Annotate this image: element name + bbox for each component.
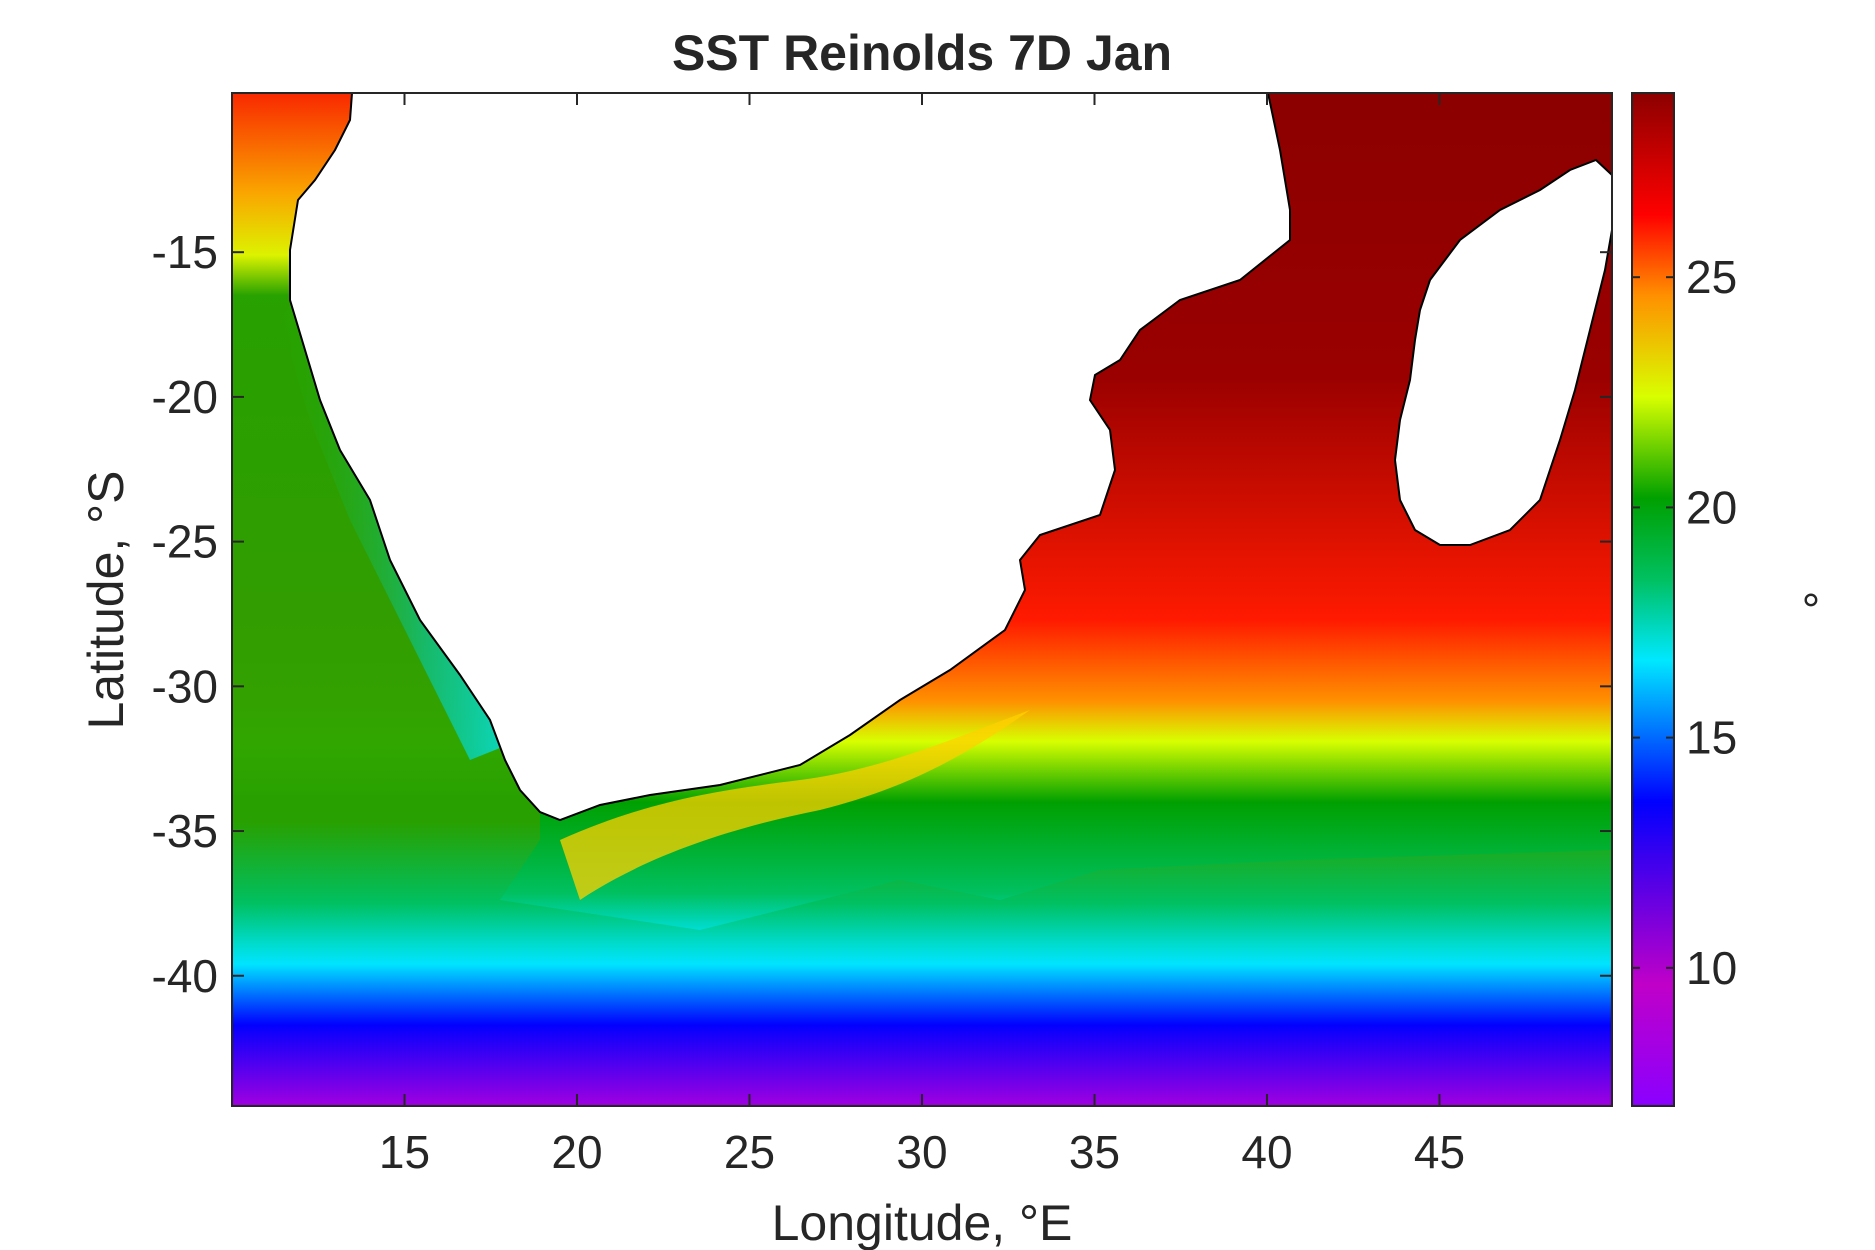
x-tick-label: 45 — [1414, 1126, 1465, 1178]
colorbar-ticks: 10 15 20 25 — [1632, 251, 1737, 994]
sst-map-plot — [232, 93, 1612, 1106]
colorbar-label: ° — [1775, 591, 1827, 609]
x-axis-label: Longitude, °E — [772, 1195, 1073, 1250]
x-tick-label: 25 — [724, 1126, 775, 1178]
y-tick-label: -35 — [152, 805, 218, 857]
x-tick-label: 15 — [379, 1126, 430, 1178]
y-tick-label: -40 — [152, 950, 218, 1002]
x-axis: 15 20 25 30 35 40 45 — [379, 93, 1465, 1178]
y-axis: -15 -20 -25 -30 -35 -40 — [152, 226, 1612, 1002]
x-tick-label: 40 — [1241, 1126, 1292, 1178]
colorbar: 10 15 20 25 ° — [1631, 92, 1827, 1107]
madagascar-landmass — [1393, 158, 1612, 546]
x-tick-label: 35 — [1069, 1126, 1120, 1178]
colorbar-tick-label: 10 — [1686, 942, 1737, 994]
africa-landmass — [289, 93, 1291, 822]
chart-title: SST Reinolds 7D Jan — [672, 25, 1172, 81]
y-axis-label: Latitude, °S — [78, 470, 134, 729]
colorbar-tick-label: 20 — [1686, 481, 1737, 533]
y-tick-label: -15 — [152, 226, 218, 278]
y-tick-label: -20 — [152, 371, 218, 423]
y-tick-label: -30 — [152, 660, 218, 712]
benguela-cool-region — [232, 93, 1612, 1106]
colorbar-gradient — [1631, 92, 1675, 1107]
x-tick-label: 30 — [896, 1126, 947, 1178]
y-tick-label: -25 — [152, 516, 218, 568]
colorbar-tick-label: 15 — [1686, 712, 1737, 764]
agulhas-warm-tongue — [560, 710, 1030, 900]
colorbar-tick-label: 25 — [1686, 251, 1737, 303]
x-tick-label: 20 — [551, 1126, 602, 1178]
